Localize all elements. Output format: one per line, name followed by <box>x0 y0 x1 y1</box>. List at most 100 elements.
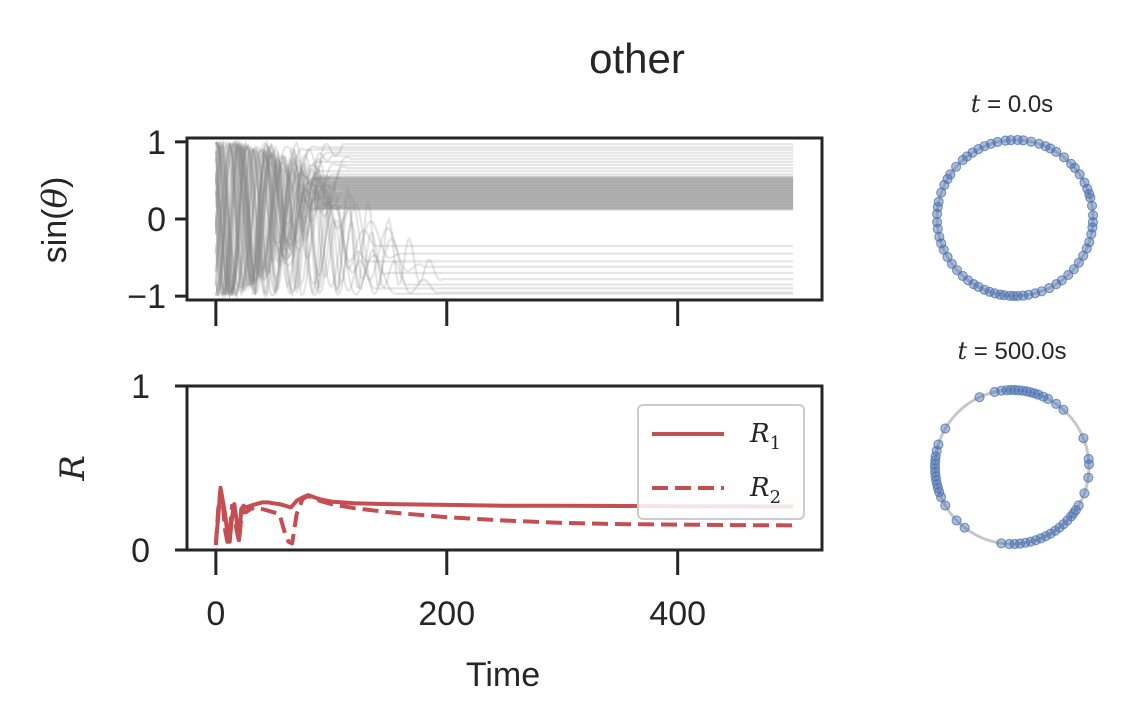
oscillator-trace <box>214 140 794 296</box>
series-line-r2 <box>213 489 794 546</box>
phase-point <box>973 281 984 292</box>
bottom-axes-frame <box>185 384 824 552</box>
phase-point <box>1000 135 1011 146</box>
oscillator-trace <box>215 141 794 297</box>
bottom-x-tick-label: 400 <box>649 595 706 633</box>
phase-point <box>1009 538 1020 550</box>
oscillator-trace <box>214 140 794 295</box>
x-axis-label: Time <box>466 656 540 694</box>
phase-points-t500 <box>929 384 1095 550</box>
bottom-y-tick-label: 1 <box>131 368 150 406</box>
oscillator-trace <box>214 141 794 293</box>
phase-point <box>950 161 962 172</box>
oscillator-trace <box>214 137 794 296</box>
phase-point <box>940 500 951 511</box>
phase-point <box>1035 533 1046 544</box>
phase-point <box>942 173 953 185</box>
oscillator-trace <box>214 140 794 290</box>
oscillator-trace <box>214 146 794 297</box>
dense-trace-band <box>314 176 794 210</box>
oscillator-trace <box>214 142 794 299</box>
bottom-y-axis-label: R <box>53 455 93 482</box>
phase-point <box>1079 488 1090 499</box>
top-y-tick-label: 0 <box>147 201 166 239</box>
bottom-x-tick-label: 0 <box>206 595 225 633</box>
phase-point <box>1084 237 1095 248</box>
bottom-y-ticks: 10 <box>131 368 187 570</box>
phase-circle-t500-title: t = 500.0s <box>957 337 1066 365</box>
phase-circle-t0-title: t = 0.0s <box>971 90 1053 118</box>
phase-point <box>1040 531 1051 542</box>
phase-point <box>1083 472 1094 483</box>
phase-point <box>1051 398 1062 409</box>
phase-circle-t0: t = 0.0s <box>931 90 1099 302</box>
oscillator-trace <box>214 139 794 300</box>
phase-point <box>1058 152 1070 163</box>
oscillator-trace <box>214 139 794 296</box>
top-x-ticks <box>214 300 680 326</box>
oscillator-trace <box>214 139 794 295</box>
phase-point <box>1087 217 1099 228</box>
oscillator-trace <box>214 143 794 298</box>
phase-point <box>979 284 990 295</box>
oscillator-traces <box>214 137 794 300</box>
phase-points-t0 <box>931 134 1099 302</box>
phase-point <box>979 141 990 152</box>
phase-point <box>989 386 1000 398</box>
phase-circle-t500: t = 500.0s <box>929 337 1095 550</box>
phase-point <box>932 223 943 234</box>
phase-point <box>996 538 1007 549</box>
phase-point <box>974 392 985 403</box>
unit-circle-t500 <box>933 388 1091 546</box>
oscillator-trace <box>214 142 794 298</box>
phase-point <box>1033 138 1045 149</box>
order-parameter-panel: 10 0 200 400 R Time R1 R2 <box>53 368 824 694</box>
chart-title: other <box>589 35 685 82</box>
legend-label-r1: R1 <box>749 419 781 454</box>
order-parameter-lines <box>213 485 794 546</box>
phase-point <box>940 423 951 434</box>
oscillator-trace <box>214 142 794 296</box>
phase-point <box>1004 538 1015 550</box>
phase-point <box>1058 404 1069 415</box>
bottom-x-tick-label: 200 <box>418 595 475 633</box>
top-y-axis-label: sin(θ) <box>35 177 75 264</box>
oscillator-trace <box>214 143 794 297</box>
oscillator-trace <box>214 140 794 300</box>
legend: R1 R2 <box>637 404 805 520</box>
phase-point <box>1073 500 1084 511</box>
sin-theta-panel: 1 0 −1 sin(θ) <box>35 124 824 326</box>
oscillator-trace <box>215 141 794 289</box>
phase-point <box>936 187 947 198</box>
phase-point <box>1083 453 1094 465</box>
phase-point <box>959 522 970 533</box>
phase-point <box>951 515 962 526</box>
top-y-tick-label: −1 <box>127 278 166 316</box>
phase-point <box>1051 279 1062 290</box>
legend-label-r2: R2 <box>749 473 781 508</box>
top-y-ticks: 1 0 −1 <box>127 124 187 316</box>
phase-point <box>1086 200 1098 211</box>
phase-point <box>931 208 943 219</box>
phase-point <box>1026 136 1037 147</box>
phase-point <box>1038 391 1049 402</box>
bottom-x-ticks: 0 200 400 <box>206 550 706 633</box>
phase-point <box>1001 385 1012 396</box>
phase-point <box>1078 433 1089 444</box>
phase-point <box>1042 393 1054 405</box>
top-y-tick-label: 1 <box>147 124 166 162</box>
phase-point <box>1079 177 1090 188</box>
phase-point <box>1065 158 1077 169</box>
phase-point <box>1051 146 1062 157</box>
phase-point <box>935 492 947 503</box>
phase-point <box>1083 459 1095 470</box>
oscillator-trace <box>214 141 794 295</box>
oscillator-trace <box>214 138 794 298</box>
oscillator-trace <box>214 140 794 295</box>
phase-point <box>1045 143 1056 154</box>
oscillator-trace <box>214 141 794 274</box>
phase-point <box>962 275 974 286</box>
phase-point <box>957 154 968 166</box>
bottom-y-tick-label: 0 <box>131 532 150 570</box>
